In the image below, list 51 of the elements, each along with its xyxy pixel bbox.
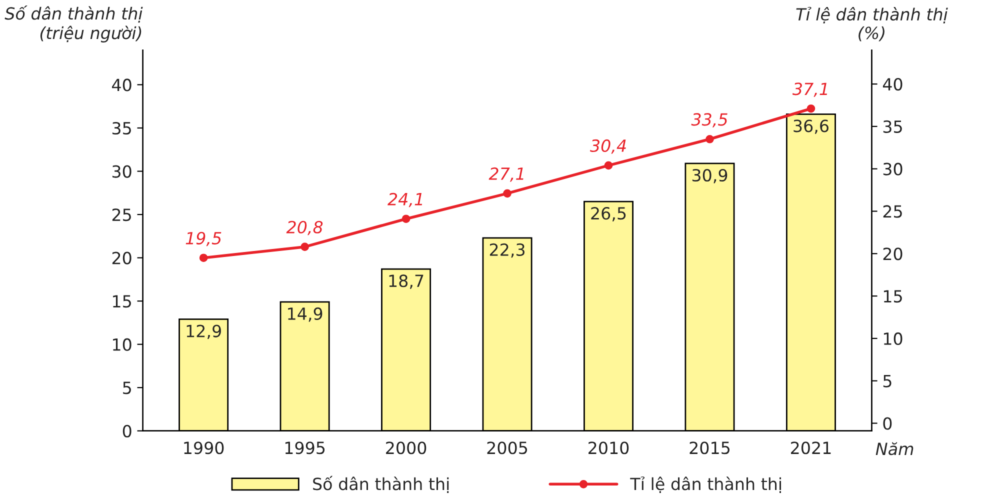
point (806, 104, 816, 113)
data-label: 30,4 (590, 139, 626, 154)
x-tick-label: 2005 (487, 442, 528, 454)
y2-tick-label: 25 (883, 205, 902, 218)
legend-label: Số dân thành thị (313, 476, 449, 494)
data-label: 27,1 (488, 167, 524, 182)
x-tick-label: 2015 (690, 442, 730, 454)
y-axis-title: Số dân thành thị (triệu người) (4, 5, 143, 42)
y2-tick-label: 20 (883, 248, 902, 260)
point (402, 214, 410, 224)
y-tick-label: 20 (112, 252, 132, 264)
y2-tick-label: 30 (883, 162, 902, 176)
x-tick-label: 2021 (790, 442, 831, 454)
y-tick-label: 0 (122, 424, 132, 438)
x-tick-label: 2000 (386, 442, 426, 454)
x-axis-title: Năm (876, 442, 914, 456)
point (706, 134, 714, 144)
data-label: 12,9 (186, 324, 221, 340)
legend-label: Tỉ lệ dân thành thị (630, 476, 782, 494)
data-label: 26,5 (591, 207, 626, 222)
data-label: 22,3 (490, 243, 524, 258)
data-label: 18,7 (389, 274, 424, 289)
point (503, 189, 512, 198)
y2-tick-label: 35 (883, 120, 902, 133)
x-tick-label: 1995 (285, 442, 325, 454)
data-label: 24,1 (388, 192, 422, 208)
point (604, 161, 613, 170)
y-tick-label: 15 (113, 295, 131, 308)
data-label: 20,8 (286, 220, 323, 236)
y2-tick-label: 15 (884, 290, 902, 303)
point (300, 242, 309, 252)
data-label: 33,5 (691, 113, 728, 128)
y-tick-label: 25 (112, 208, 131, 222)
y-tick-label: 10 (113, 338, 132, 351)
data-label: 19,5 (186, 232, 222, 246)
y2-tick-label: 40 (882, 78, 902, 91)
y-tick-label: 5 (123, 382, 131, 394)
x-tick-label: 1990 (184, 442, 224, 454)
data-label: 36,6 (794, 120, 828, 134)
point (199, 254, 208, 262)
y2-axis-title: Tỉ lệ dân thành thị (%) (796, 6, 948, 42)
x-tick-label: 2010 (588, 442, 629, 454)
y2-tick-label: 0 (883, 417, 892, 430)
data-label: 30,9 (692, 168, 728, 184)
y2-tick-label: 10 (884, 332, 902, 345)
data-label: 37,1 (792, 82, 828, 97)
y-tick-label: 40 (112, 78, 132, 92)
data-label: 14,9 (288, 307, 322, 322)
y-tick-label: 30 (112, 165, 132, 178)
y-tick-label: 35 (112, 122, 131, 135)
y2-tick-label: 5 (883, 375, 892, 388)
